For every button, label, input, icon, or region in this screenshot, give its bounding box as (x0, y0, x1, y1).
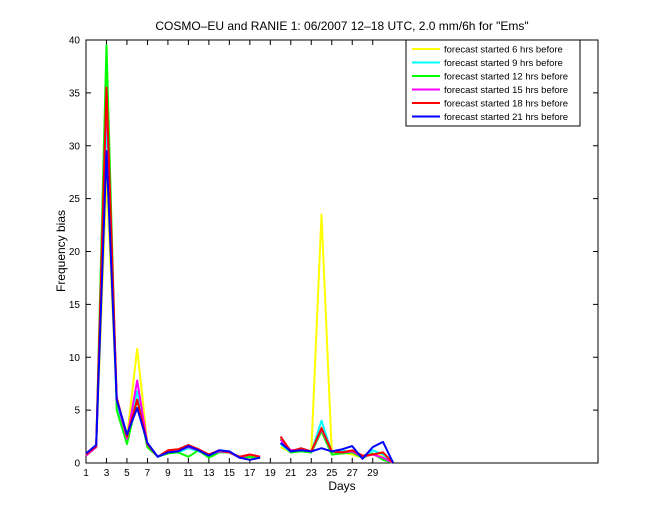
x-tick-label: 3 (104, 468, 110, 479)
legend-entry-label: forecast started 6 hrs before (444, 45, 563, 56)
x-tick-label: 7 (145, 468, 151, 479)
y-tick-label: 15 (69, 300, 81, 311)
series-line-6 (85, 150, 395, 464)
legend-entry-label: forecast started 18 hrs before (444, 99, 568, 110)
legend: forecast started 6 hrs before forecast st… (405, 39, 581, 127)
x-tick-label: 9 (165, 468, 171, 479)
x-tick-label: 5 (124, 468, 130, 479)
x-tick-label: 1 (83, 468, 89, 479)
x-tick-label: 15 (224, 468, 236, 479)
x-axis-label: Days (328, 479, 355, 493)
x-tick-label: 21 (285, 468, 297, 479)
x-tick-label: 11 (183, 468, 194, 479)
y-axis-label: Frequency bias (54, 210, 68, 292)
series-group (85, 44, 395, 464)
legend-entry-label: forecast started 9 hrs before (444, 58, 563, 69)
x-tick-label: 13 (203, 468, 215, 479)
y-tick-label: 0 (74, 459, 80, 470)
x-tick-label: 19 (265, 468, 277, 479)
x-tick-label: 25 (326, 468, 338, 479)
x-tick-label: 17 (244, 468, 256, 479)
legend-entry-label: forecast started 21 hrs before (444, 112, 568, 123)
y-tick-label: 30 (69, 141, 81, 152)
x-tick-label: 23 (306, 468, 318, 479)
legend-entry-label: forecast started 12 hrs before (444, 72, 568, 83)
y-tick-label: 5 (74, 406, 80, 417)
x-tick-label: 27 (347, 468, 359, 479)
y-tick-label: 35 (69, 88, 81, 99)
y-tick-label: 25 (69, 194, 81, 205)
legend-entry-label: forecast started 15 hrs before (444, 85, 568, 96)
x-axis: 1 3 5 7 9 11 13 15 17 19 21 23 25 27 29 (83, 40, 379, 479)
chart-title: COSMO–EU and RANIE 1: 06/2007 12–18 UTC,… (155, 19, 528, 33)
y-tick-label: 40 (69, 36, 81, 47)
y-tick-label: 10 (69, 353, 81, 364)
legend-box (405, 39, 581, 127)
y-tick-label: 20 (69, 247, 81, 258)
y-axis: 0 5 10 15 20 25 30 35 40 (69, 36, 598, 470)
x-tick-label: 29 (367, 468, 379, 479)
